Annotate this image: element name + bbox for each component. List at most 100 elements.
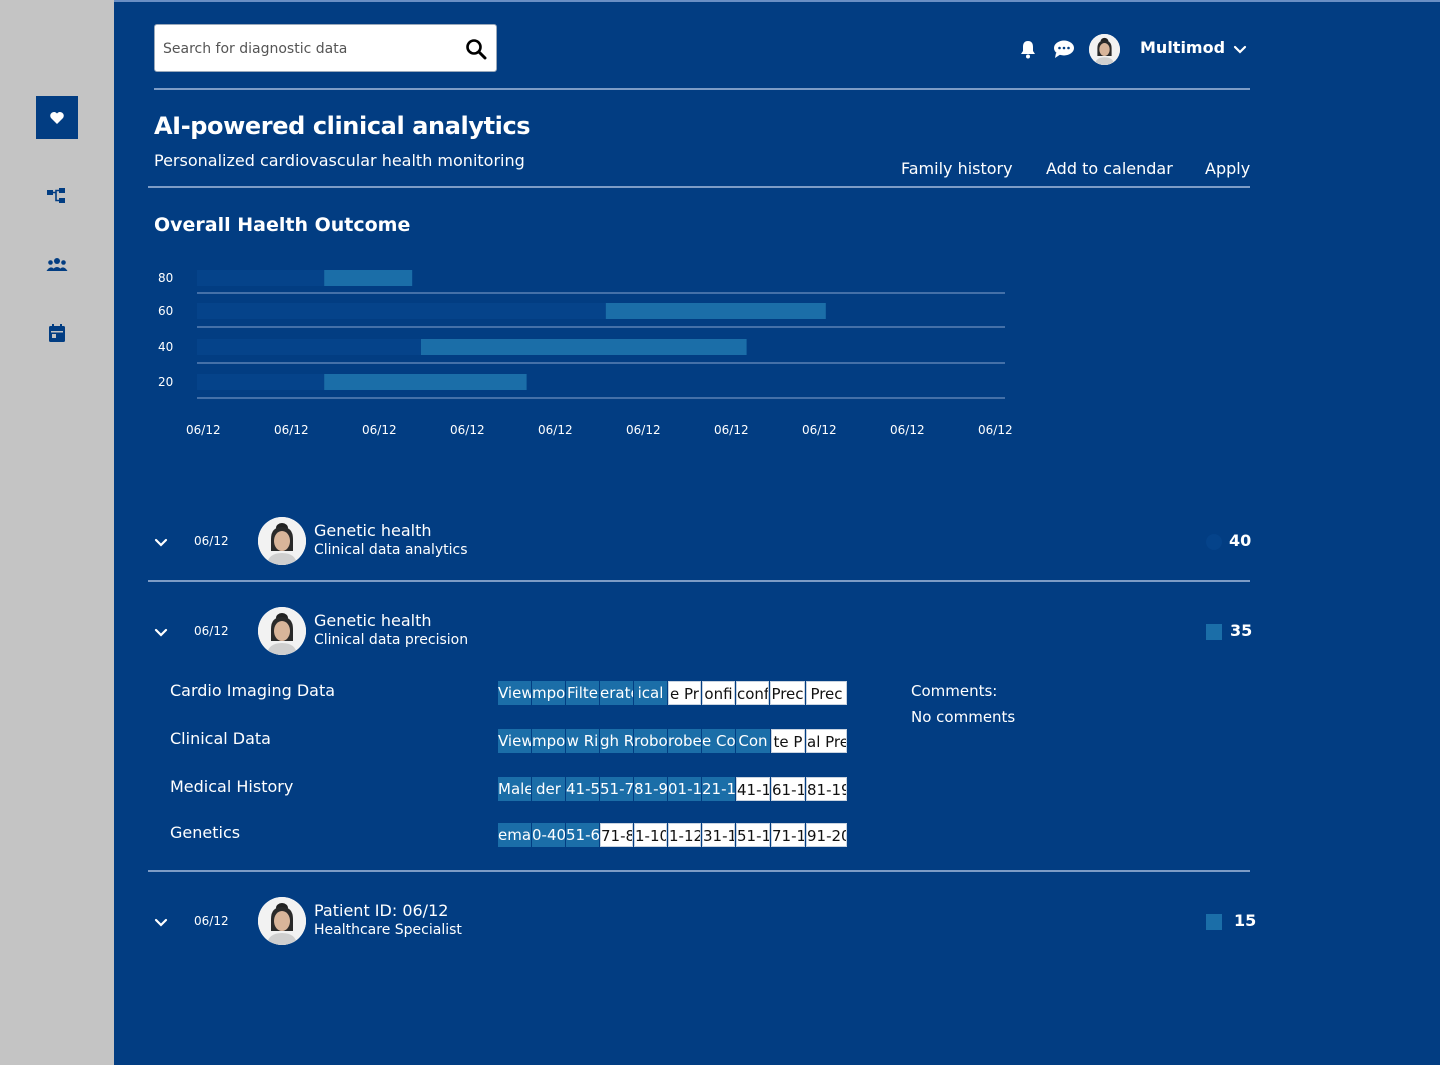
sidebar-item-calendar[interactable] (45, 321, 69, 345)
detail-cell[interactable]: Prec (806, 681, 847, 705)
sidebar (0, 0, 114, 1065)
bar-track (197, 303, 606, 319)
notifications-button[interactable] (1017, 38, 1039, 60)
detail-cell[interactable]: robe (668, 729, 701, 753)
detail-cell[interactable]: confi (736, 681, 769, 705)
search-input[interactable] (163, 37, 453, 61)
detail-cell[interactable]: 71-80 (600, 823, 633, 847)
detail-cell[interactable]: 51-70 (600, 777, 633, 801)
bar-track (197, 339, 421, 355)
avatar-icon (258, 897, 306, 945)
detail-cell[interactable]: 31-14 (702, 823, 735, 847)
chevron-down-icon[interactable] (153, 625, 169, 641)
detail-cell[interactable]: 81-19 (806, 777, 847, 801)
y-tick-label: 80 (158, 271, 173, 285)
status-badge (1206, 624, 1222, 640)
row-avatar (258, 517, 306, 565)
y-tick-label: 20 (158, 375, 173, 389)
comments-label: Comments: (911, 682, 998, 700)
detail-cell[interactable]: 1-12 (668, 823, 701, 847)
detail-cell[interactable]: te P (771, 729, 805, 753)
detail-cell[interactable]: der (532, 777, 565, 801)
detail-cell[interactable]: 41-15 (736, 777, 770, 801)
divider (154, 88, 1250, 90)
y-tick-label: 60 (158, 304, 173, 318)
detail-cell[interactable]: View (498, 681, 531, 705)
detail-cell[interactable]: Filte (566, 681, 599, 705)
x-tick-label: 06/12 (450, 423, 485, 437)
detail-cell[interactable]: robo (634, 729, 667, 753)
detail-cell[interactable]: 61-17 (771, 777, 805, 801)
y-tick-label: 40 (158, 340, 173, 354)
detail-cells: Male der 41-50 51-70 81-90 01-11 21-13 4… (498, 777, 858, 801)
detail-cell[interactable]: gh R (600, 729, 633, 753)
sidebar-item-patients[interactable] (45, 253, 69, 277)
user-avatar[interactable] (1089, 34, 1120, 65)
link-add-to-calendar[interactable]: Add to calendar (1046, 159, 1173, 178)
row-title[interactable]: Genetic health (314, 521, 432, 540)
chevron-down-icon[interactable] (153, 915, 169, 931)
detail-cell[interactable]: e Pr (668, 681, 701, 705)
row-value: 35 (1230, 621, 1253, 640)
bar[interactable] (324, 374, 527, 390)
divider (148, 580, 1250, 582)
detail-label: Clinical Data (170, 729, 271, 748)
detail-cell[interactable]: 81-90 (634, 777, 667, 801)
row-subtitle: Healthcare Specialist (314, 922, 462, 938)
bar-track (197, 374, 325, 390)
detail-cell[interactable]: 91-20 (806, 823, 847, 847)
bar-track (197, 270, 325, 286)
detail-cell[interactable]: 51-16 (736, 823, 770, 847)
detail-cell[interactable]: Con (736, 729, 770, 753)
chevron-down-icon[interactable] (1232, 42, 1248, 58)
detail-label: Genetics (170, 823, 241, 842)
sidebar-item-health[interactable] (36, 96, 78, 139)
detail-cell[interactable]: ical (634, 681, 667, 705)
detail-cell[interactable]: mpo (532, 729, 565, 753)
row-avatar (258, 897, 306, 945)
detail-cell[interactable]: Prec (770, 681, 805, 705)
detail-cells: ema 0-40 51-60 71-80 1-10 1-12 31-14 51-… (498, 823, 858, 847)
row-value: 15 (1234, 911, 1257, 930)
row-subtitle: Clinical data precision (314, 632, 469, 648)
row-title[interactable]: Genetic health (314, 611, 432, 630)
bar[interactable] (421, 339, 747, 355)
status-badge (1206, 534, 1222, 550)
detail-cell[interactable]: 71-18 (771, 823, 805, 847)
search-icon[interactable] (465, 38, 487, 60)
detail-cell[interactable]: e Co (702, 729, 735, 753)
user-name[interactable]: Multimod (1140, 38, 1226, 57)
bar[interactable] (605, 303, 826, 319)
x-tick-label: 06/12 (714, 423, 749, 437)
row-date: 06/12 (194, 624, 229, 638)
detail-cell[interactable]: Male (498, 777, 531, 801)
detail-cell[interactable]: 1-10 (634, 823, 667, 847)
detail-cell[interactable]: ema (498, 823, 531, 847)
detail-cell[interactable]: 01-11 (668, 777, 701, 801)
link-family-history[interactable]: Family history (901, 159, 1013, 178)
detail-cell[interactable]: mpo (532, 681, 565, 705)
search-box (154, 24, 497, 72)
x-tick-label: 06/12 (538, 423, 573, 437)
detail-cell[interactable]: onfi (702, 681, 735, 705)
detail-cells: View mpo Filte erate ical e Pr onfi conf… (498, 681, 858, 705)
detail-cell[interactable]: erate (600, 681, 633, 705)
detail-cell[interactable]: 41-50 (566, 777, 599, 801)
messages-button[interactable] (1053, 38, 1075, 60)
detail-cell[interactable]: w Ri (566, 729, 599, 753)
detail-cell[interactable]: al Pre (806, 729, 847, 753)
row-title[interactable]: Patient ID: 06/12 (314, 901, 449, 920)
bar[interactable] (324, 270, 413, 286)
detail-cell[interactable]: 0-40 (532, 823, 565, 847)
sitemap-icon (47, 188, 65, 203)
x-tick-label: 06/12 (626, 423, 661, 437)
detail-cell[interactable]: 21-13 (702, 777, 735, 801)
detail-cell[interactable]: 51-60 (566, 823, 599, 847)
chevron-down-icon[interactable] (153, 535, 169, 551)
sidebar-item-network[interactable] (45, 184, 69, 208)
detail-label: Medical History (170, 777, 294, 796)
link-apply[interactable]: Apply (1205, 159, 1251, 178)
detail-label: Cardio Imaging Data (170, 681, 336, 700)
chat-icon (1054, 40, 1074, 58)
detail-cell[interactable]: View (498, 729, 531, 753)
